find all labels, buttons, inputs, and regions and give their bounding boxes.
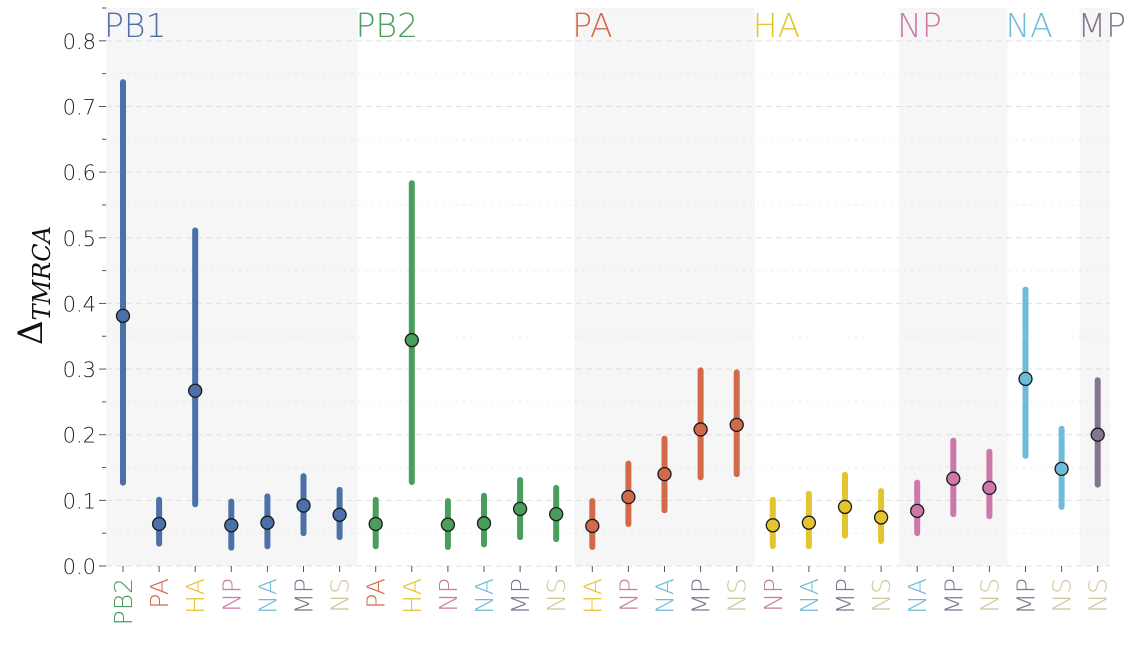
data-point-pa-mp bbox=[693, 422, 708, 437]
x-category-label-mp: MP bbox=[506, 578, 535, 615]
data-point-pb2-ns bbox=[549, 506, 564, 522]
data-point-mp-ns bbox=[1090, 427, 1105, 442]
y-tick-label: 0.2 bbox=[63, 424, 96, 448]
data-point-np-ns bbox=[982, 480, 997, 496]
data-point-pb1-pb2 bbox=[115, 308, 131, 324]
data-point-pb2-ha bbox=[404, 333, 419, 348]
y-axis-title: ΔTMRCA bbox=[11, 226, 56, 345]
data-point-pa-ns bbox=[729, 417, 744, 433]
segment-label-pb2: PB2 bbox=[356, 6, 419, 45]
data-point-pa-ha bbox=[585, 518, 600, 534]
x-category-label-ha: HA bbox=[181, 578, 210, 614]
x-category-label-mp: MP bbox=[939, 578, 968, 615]
data-point-pb1-pa bbox=[151, 516, 167, 532]
y-axis-title-sub: TMRCA bbox=[28, 226, 56, 320]
y-tick-label: 0.6 bbox=[63, 161, 96, 185]
x-category-label-ns: NS bbox=[542, 578, 571, 613]
x-category-label-mp: MP bbox=[687, 578, 716, 615]
gridlines bbox=[106, 7, 1110, 567]
y-tick-label: 0.3 bbox=[63, 358, 96, 382]
data-point-pb2-pa bbox=[368, 516, 383, 532]
x-category-label-pb2: PB2 bbox=[109, 578, 138, 625]
x-category-label-na: NA bbox=[470, 578, 499, 614]
data-point-pb2-mp bbox=[512, 501, 528, 517]
y-axis-label: ΔTMRCA bbox=[11, 226, 56, 345]
x-category-label-np: NP bbox=[759, 578, 788, 612]
data-point-pa-na bbox=[657, 466, 672, 482]
data-point-pb1-na bbox=[260, 515, 275, 530]
x-category-label-na: NA bbox=[795, 578, 824, 614]
data-point-pb1-ha bbox=[188, 383, 203, 398]
x-category-label-ns: NS bbox=[1084, 578, 1113, 613]
x-category-label-ns: NS bbox=[867, 578, 896, 613]
x-category-label-mp: MP bbox=[290, 578, 319, 615]
data-point-pb1-ns bbox=[332, 507, 347, 522]
data-point-pb1-mp bbox=[296, 498, 311, 513]
data-point-ha-na bbox=[801, 515, 817, 530]
data-point-ha-np bbox=[765, 518, 780, 533]
segment-label-na: NA bbox=[1005, 6, 1052, 45]
data-point-ha-mp bbox=[837, 499, 853, 515]
y-tick-label: 0.5 bbox=[63, 227, 96, 251]
y-axis: 0.0 0.1 0.2 0.3 0.4 0.5 0.6 0.7 0.8 bbox=[63, 7, 1099, 579]
x-category-label-np: NP bbox=[217, 578, 246, 612]
x-category-label-na: NA bbox=[253, 578, 282, 614]
segment-label-ha: HA bbox=[753, 6, 800, 45]
x-category-label-mp: MP bbox=[831, 578, 860, 615]
data-point-ha-ns bbox=[873, 510, 889, 525]
x-category-label-ns: NS bbox=[723, 578, 752, 613]
y-tick-label: 0.4 bbox=[63, 292, 96, 316]
segment-label-pa: PA bbox=[572, 6, 612, 45]
data-point-pb2-na bbox=[476, 516, 492, 531]
data-point-na-ns bbox=[1054, 461, 1069, 476]
data-point-np-na bbox=[910, 503, 925, 519]
x-category-label-ha: HA bbox=[398, 578, 427, 614]
y-tick-label: 0.7 bbox=[63, 95, 96, 119]
y-tick-label: 0.1 bbox=[63, 489, 96, 513]
x-category-label-ns: NS bbox=[326, 578, 355, 613]
x-category-label-ns: NS bbox=[975, 578, 1004, 613]
y-tick-label: 0.8 bbox=[63, 30, 96, 54]
segment-label-pb1: PB1 bbox=[104, 6, 167, 45]
plot-background bbox=[106, 8, 1110, 566]
data-point-pb1-np bbox=[224, 518, 239, 533]
data-point-np-mp bbox=[946, 471, 961, 486]
x-category-label-np: NP bbox=[434, 578, 463, 612]
group-shade-pb1 bbox=[106, 8, 358, 566]
series-layer bbox=[115, 79, 1105, 551]
data-point-pa-np bbox=[621, 489, 636, 505]
x-category-label-na: NA bbox=[651, 578, 680, 614]
data-point-na-mp bbox=[1018, 371, 1033, 387]
x-category-label-pa: PA bbox=[362, 578, 391, 609]
x-category-label-na: NA bbox=[903, 578, 932, 614]
x-category-label-mp: MP bbox=[1012, 578, 1041, 615]
x-category-label-ns: NS bbox=[1048, 578, 1077, 613]
data-point-pb2-np bbox=[440, 517, 456, 532]
segment-label-mp: MP bbox=[1078, 6, 1126, 45]
y-tick-label: 0.0 bbox=[63, 555, 96, 579]
x-category-label-np: NP bbox=[614, 578, 643, 612]
x-category-label-pa: PA bbox=[145, 578, 174, 609]
x-category-label-ha: HA bbox=[578, 578, 607, 614]
y-axis-title-delta: Δ bbox=[11, 320, 51, 345]
segment-label-np: NP bbox=[897, 6, 942, 45]
